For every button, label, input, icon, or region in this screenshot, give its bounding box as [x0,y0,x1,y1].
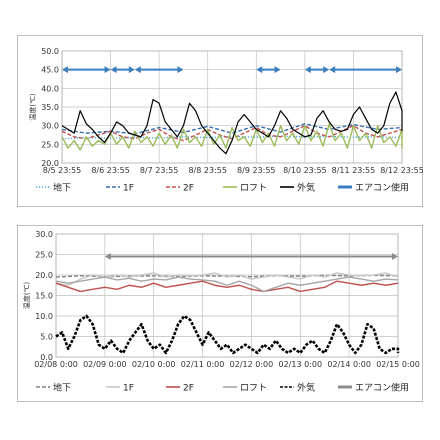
chart-top-svg: 50.0 45.0 40.0 35.0 30.0 25.0 20.08/5 23:55 8/6… [28,47,424,194]
bottom-legend-label: ロフト [240,384,267,394]
bottom-ytick-label: 5.0 [40,333,53,342]
top-legend-item: ロフト [223,184,267,194]
top-legend-item: 外気 [280,182,315,194]
top-legend-label: ロフト [240,184,267,194]
top-aircon-arrow [256,66,281,74]
top-xtick-label: 8/5 23:55 [43,166,81,175]
bottom-xtick-label: 02/08 0:00 [34,360,78,369]
top-legend-label: 外気 [297,182,315,194]
top-ytick-label: 45.0 [41,66,59,75]
bottom-series-line [55,272,399,286]
top-ytick-label: 20.0 [41,159,59,168]
top-aircon-arrow [134,66,184,74]
bottom-xtick-label: 02/10 0:00 [132,360,176,369]
bottom-legend-item: 2F [166,384,194,394]
top-ytick-label: 30.0 [41,122,59,131]
bottom-legend-label: 1F [123,384,134,394]
bottom-xtick-label: 02/15 0:00 [376,360,420,369]
top-xtick-label: 8/8 23:55 [188,166,226,175]
chart-top-frame: 50.0 45.0 40.0 35.0 30.0 25.0 20.0 8/5 23:55 8/6… [17,35,424,207]
top-ytick-label: 25.0 [41,140,59,149]
bottom-legend-label: 2F [183,384,194,394]
top-series-line [61,123,403,135]
bottom-legend-item: 地下 [36,382,71,394]
bottom-xtick-label: 02/09 0:00 [83,360,127,369]
top-legend-item: 2F [166,184,194,194]
top-xtick-label: 8/12 23:55 [380,166,424,175]
bottom-ytick-label: 30.0 [35,230,53,239]
chart-bottom-frame: 30.0 25.0 20.0 15.0 10.0 5.0 0.0 02/08 0:00 02/0… [17,225,423,402]
top-legend-label: 1F [123,184,134,194]
bottom-legend-label: 外気 [297,382,315,394]
top-ytick-label: 50.0 [41,47,59,56]
top-xtick-label: 8/11 23:55 [332,166,376,175]
bottom-ytick-label: 10.0 [35,312,53,321]
bottom-xtick-label: 02/12 0:00 [230,360,274,369]
bottom-ytick-label: 0.0 [40,353,53,362]
top-ytick-label: 40.0 [41,84,59,93]
bottom-xtick-label: 02/14 0:00 [327,360,371,369]
top-legend-label: エアコン使用 [355,182,409,194]
bottom-legend-label: 地下 [53,382,71,394]
top-series-line [61,123,403,151]
bottom-legend-item: ロフト [223,384,267,394]
top-xtick-label: 8/9 23:55 [237,166,275,175]
top-legend-item: エアコン使用 [338,182,409,194]
bottom-series-line [55,280,399,293]
bottom-xtick-label: 02/13 0:00 [279,360,323,369]
bottom-series-line [55,314,400,355]
bottom-series-line [55,274,399,278]
top-xtick-label: 8/7 23:55 [140,166,178,175]
bottom-ytick-label: 25.0 [35,251,53,260]
top-xtick-label: 8/10 23:55 [283,166,327,175]
bottom-legend-item: エアコン使用 [338,382,409,394]
top-ylabel: 温度(℃) [28,93,37,121]
bottom-legend-label: エアコン使用 [355,382,409,394]
bottom-series-line [55,276,399,293]
bottom-xtick-label: 02/11 0:00 [181,360,225,369]
top-legend-label: 2F [183,184,194,194]
bottom-ytick-label: 15.0 [35,292,53,301]
top-aircon-arrow [304,66,330,74]
bottom-ylabel: 温度(℃) [22,282,31,310]
bottom-aircon-arrow [104,253,398,261]
top-ytick-label: 35.0 [41,103,59,112]
top-series-line [61,91,403,155]
top-legend-item: 地下 [36,182,71,194]
top-aircon-arrow [62,66,111,74]
top-xtick-label: 8/6 23:55 [91,166,129,175]
bottom-legend-item: 1F [106,384,134,394]
bottom-legend-item: 外気 [280,382,315,394]
top-legend-item: 1F [106,184,134,194]
top-aircon-arrow [110,66,135,74]
bottom-ytick-label: 20.0 [35,271,53,280]
chart-bottom-svg: 30.0 25.0 20.0 15.0 10.0 5.0 0.002/08 0:00 02/0… [22,230,420,394]
top-legend-label: 地下 [53,182,71,194]
top-aircon-arrow [329,66,402,74]
